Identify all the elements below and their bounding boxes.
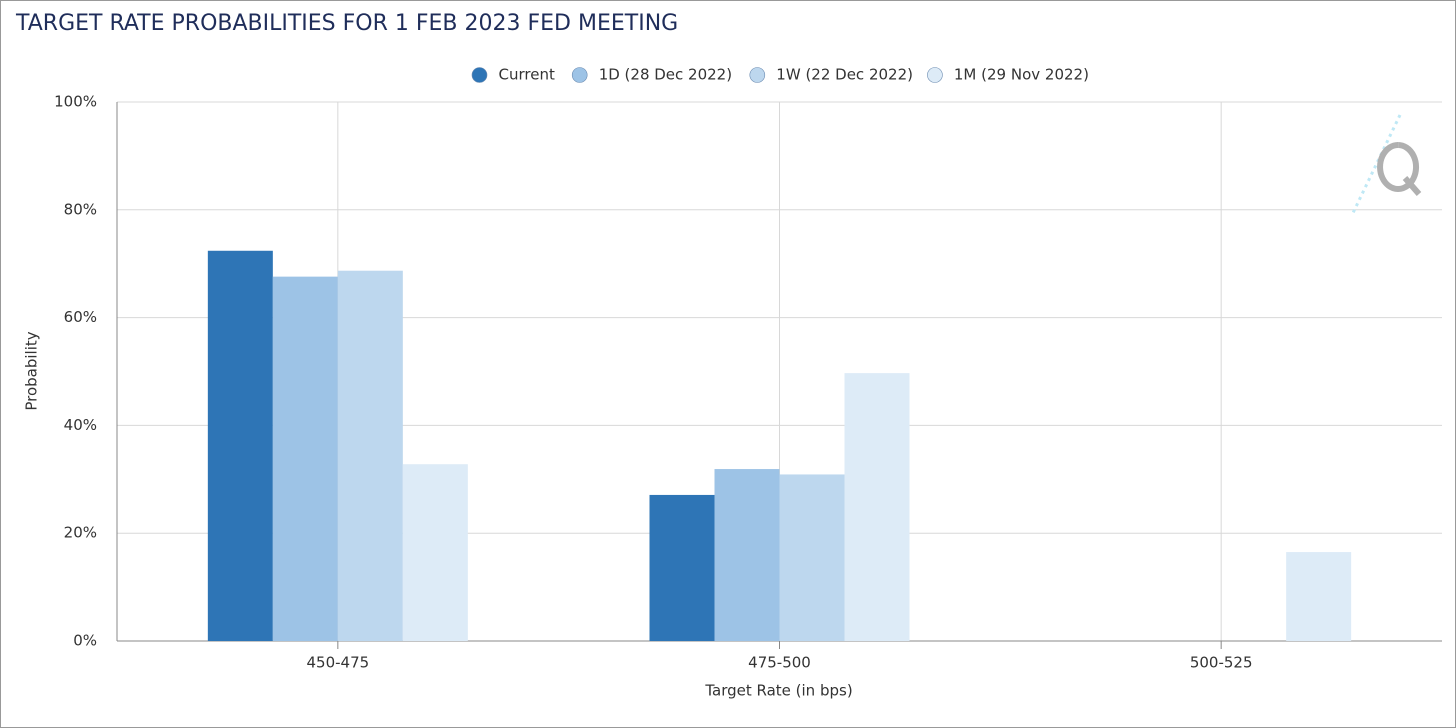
legend-marker (471, 67, 488, 83)
legend-marker (749, 67, 766, 83)
logo (1350, 114, 1402, 216)
y-tick-label: 20% (64, 524, 97, 542)
y-tick-label: 100% (54, 93, 97, 111)
legend-label: Current (499, 66, 555, 84)
y-tick-label: 40% (64, 416, 97, 434)
x-axis-title: Target Rate (in bps) (704, 682, 852, 700)
x-tick-label: 450-475 (306, 654, 369, 672)
legend-label: 1M (29 Nov 2022) (954, 66, 1089, 84)
x-tick-label: 500-525 (1190, 654, 1253, 672)
bar (402, 464, 468, 641)
y-axis-title: Probability (23, 331, 41, 410)
bar (1286, 552, 1352, 641)
bar (337, 270, 403, 641)
legend-label: 1W (22 Dec 2022) (776, 66, 913, 84)
bar (207, 250, 273, 642)
logo (1377, 142, 1422, 196)
bar (714, 469, 780, 641)
y-tick-label: 80% (64, 200, 97, 218)
x-tick-label: 475-500 (748, 654, 811, 672)
y-tick-label: 60% (64, 308, 97, 326)
bar (844, 373, 910, 641)
bar (649, 494, 715, 641)
chart-title: TARGET RATE PROBABILITIES FOR 1 FEB 2023… (15, 11, 678, 36)
bar (779, 474, 845, 641)
y-tick-label: 0% (73, 632, 97, 650)
legend-label: 1D (28 Dec 2022) (599, 66, 732, 84)
bar (272, 276, 338, 641)
legend-marker (571, 67, 588, 83)
legend-marker (927, 67, 943, 83)
